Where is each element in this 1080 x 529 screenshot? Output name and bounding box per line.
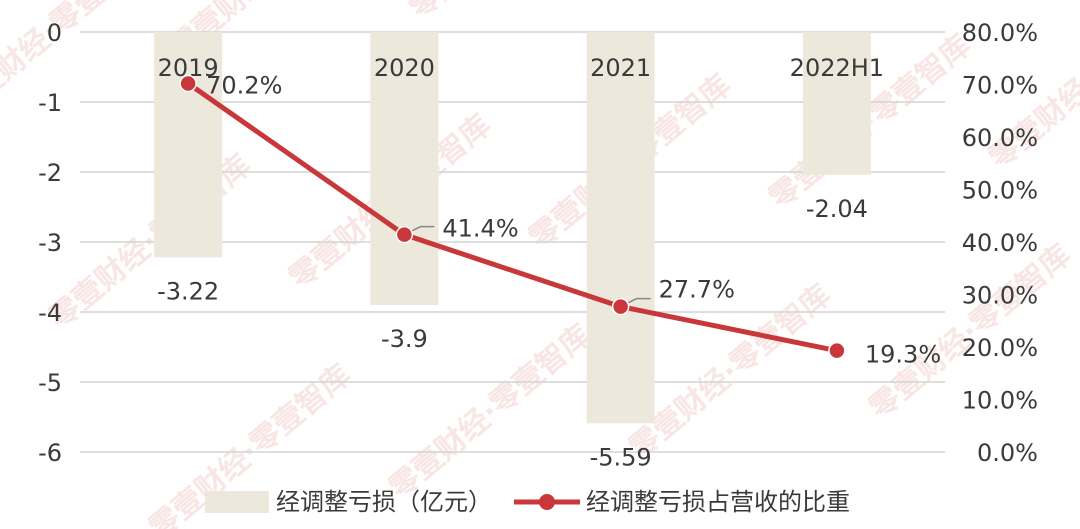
bar-value-label: -3.9: [381, 325, 428, 353]
line-point: [828, 341, 846, 360]
bar-series: [154, 32, 871, 424]
left-tick-label: -3: [38, 229, 62, 257]
watermark-text: 零壹财经·零壹智库: [403, 0, 618, 26]
right-tick-label: 40.0%: [962, 229, 1038, 257]
line-point: [179, 74, 197, 93]
bar: [586, 32, 655, 424]
bar: [370, 32, 439, 305]
right-tick-label: 0.0%: [977, 439, 1038, 467]
bar-value-labels: -3.22 -3.9 -5.59 -2.04: [157, 195, 868, 471]
left-tick-label: -4: [38, 299, 62, 327]
line-value-label: 27.7%: [659, 276, 735, 304]
right-axis: 80.0% 70.0% 60.0% 50.0% 40.0% 30.0% 20.0% 10.0%…: [962, 19, 1038, 467]
line-path: [186, 81, 838, 354]
left-tick-label: -6: [38, 439, 62, 467]
right-tick-label: 30.0%: [962, 282, 1038, 310]
right-tick-label: 70.0%: [962, 72, 1038, 100]
left-tick-label: -5: [38, 369, 62, 397]
category-label: 2022H1: [790, 54, 884, 82]
legend-line-label: 经调整亏损占营收的比重: [586, 488, 850, 516]
line-point: [611, 297, 630, 316]
line-value-label: 19.3%: [865, 341, 941, 369]
watermark-text: 零壹财经·零壹智库: [623, 278, 838, 466]
right-tick-label: 10.0%: [962, 387, 1038, 415]
left-tick-label: -1: [38, 89, 62, 117]
right-tick-label: 80.0%: [962, 19, 1038, 47]
left-axis: 0 -1 -2 -3 -4 -5 -6: [38, 19, 62, 467]
right-tick-label: 60.0%: [962, 124, 1038, 152]
line-value-label: 41.4%: [442, 215, 518, 243]
category-label: 2020: [374, 54, 435, 82]
bar: [802, 32, 871, 175]
gridlines: [80, 31, 945, 453]
line-point: [395, 225, 414, 244]
bar-value-label: -5.59: [590, 443, 652, 471]
legend-line-marker: [539, 494, 555, 510]
left-tick-label: -2: [38, 159, 62, 187]
bar: [154, 32, 223, 258]
right-tick-label: 20.0%: [962, 334, 1038, 362]
right-tick-label: 50.0%: [962, 177, 1038, 205]
legend: 经调整亏损（亿元） 经调整亏损占营收的比重: [205, 488, 850, 516]
legend-bar-swatch: [205, 491, 269, 513]
category-label: 2021: [590, 54, 651, 82]
legend-bar-label: 经调整亏损（亿元）: [276, 488, 492, 516]
line-value-label: 70.2%: [206, 71, 282, 99]
left-tick-label: 0: [47, 19, 62, 47]
category-labels: 2019 2020 2021 2022H1: [158, 54, 884, 82]
bar-value-label: -2.04: [806, 195, 868, 223]
line-series: 70.2% 41.4% 27.7% 19.3%: [179, 71, 941, 369]
bar-value-label: -3.22: [157, 277, 219, 305]
watermark-text: 零壹财经·零壹智库: [0, 0, 158, 126]
